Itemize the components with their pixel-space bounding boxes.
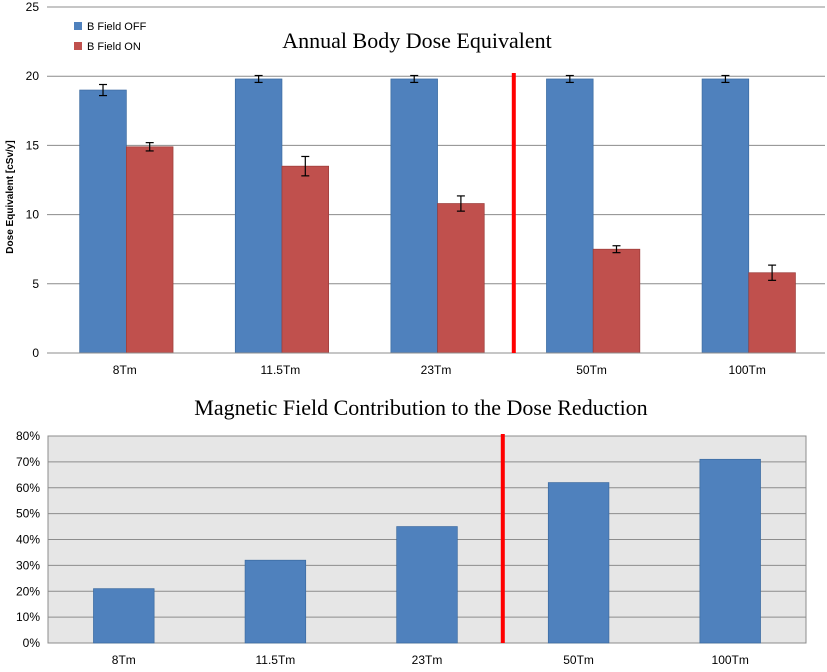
- y-tick-label: 10: [26, 208, 40, 222]
- bar-11-5tm-b: [281, 165, 329, 354]
- legend-label-off: B Field OFF: [87, 21, 147, 33]
- y-tick-label: 0: [32, 346, 39, 360]
- bar-group: [93, 458, 761, 644]
- y-tick-label: 50%: [16, 507, 40, 521]
- y-tick-label: 70%: [16, 455, 40, 469]
- bar-100tm-b: [748, 272, 796, 354]
- y-tick-label: 80%: [16, 429, 40, 443]
- bar-23tm-a: [396, 526, 458, 644]
- x-tick-label: 8Tm: [113, 363, 137, 377]
- y-tick-label: 10%: [16, 610, 40, 624]
- bar-23tm-b: [437, 203, 485, 354]
- bar-8tm-a: [93, 588, 155, 644]
- y-tick-labels: 0 5 10 15 20 25: [26, 0, 40, 360]
- y-tick-label: 0%: [23, 636, 41, 650]
- y-tick-label: 15: [26, 138, 40, 152]
- chart-title: Annual Body Dose Equivalent: [282, 28, 551, 53]
- chart-title: Magnetic Field Contribution to the Dose …: [194, 395, 647, 420]
- y-tick-label: 40%: [16, 533, 40, 547]
- bar-100tm-a: [701, 78, 750, 354]
- y-tick-label: 20%: [16, 584, 40, 598]
- x-tick-labels: 8Tm 11.5Tm 23Tm 50Tm 100Tm: [113, 363, 766, 377]
- y-tick-label: 30%: [16, 558, 40, 572]
- bar-50tm-a: [547, 482, 610, 644]
- x-tick-label: 23Tm: [421, 363, 452, 377]
- bar-11-5tm-a: [234, 78, 283, 354]
- dose-reduction-chart: Magnetic Field Contribution to the Dose …: [16, 395, 807, 667]
- y-tick-label: 5: [32, 277, 39, 291]
- bar-23tm-a: [390, 78, 438, 354]
- x-tick-label: 50Tm: [576, 363, 607, 377]
- y-tick-label: 20: [26, 69, 40, 83]
- legend-swatch-off: [74, 22, 82, 30]
- bar-8tm-b: [126, 146, 174, 354]
- bar-group: [79, 74, 796, 354]
- x-tick-labels: 8Tm 11.5Tm 23Tm 50Tm 100Tm: [112, 653, 749, 667]
- y-tick-label: 25: [26, 0, 40, 14]
- bar-11-5tm-a: [244, 559, 307, 644]
- bar-50tm-b: [592, 248, 641, 354]
- legend: B Field OFF B Field ON: [74, 21, 147, 53]
- x-tick-label: 100Tm: [712, 653, 749, 667]
- y-tick-label: 60%: [16, 481, 40, 495]
- legend-label-on: B Field ON: [87, 41, 141, 53]
- y-tick-labels: 0% 10% 20% 30% 40% 50% 60% 70% 80%: [16, 429, 40, 650]
- x-tick-label: 50Tm: [563, 653, 594, 667]
- x-tick-label: 23Tm: [412, 653, 443, 667]
- y-axis-label: Dose Equivalent [cSv/y]: [5, 140, 16, 253]
- dose-equivalent-chart: 0 5 10 15 20 25 8Tm 11.5Tm 23Tm 50Tm 100Tm Annual…: [5, 0, 825, 377]
- x-tick-label: 11.5Tm: [261, 363, 301, 377]
- x-tick-label: 11.5Tm: [256, 653, 296, 667]
- bar-8tm-a: [79, 89, 127, 354]
- bar-50tm-a: [546, 78, 594, 354]
- x-tick-label: 8Tm: [112, 653, 136, 667]
- bar-100tm-a: [699, 458, 761, 644]
- legend-swatch-on: [74, 42, 82, 50]
- x-tick-label: 100Tm: [729, 363, 766, 377]
